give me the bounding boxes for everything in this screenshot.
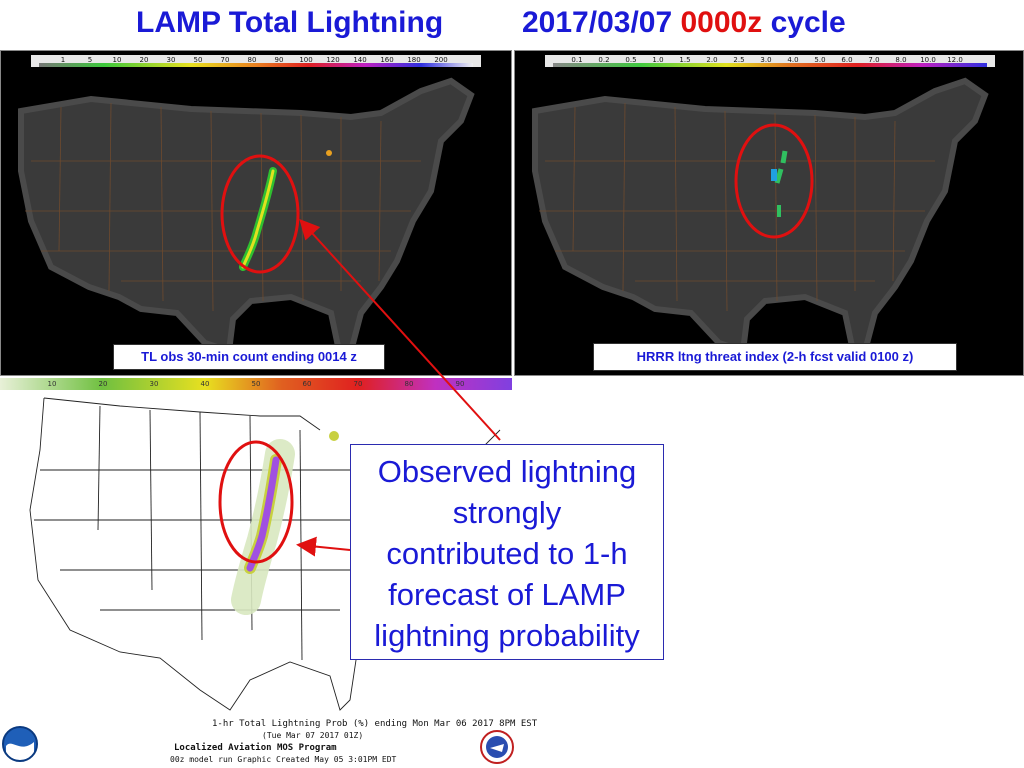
scale-label: 20 [140,56,149,64]
scale-label: 50 [194,56,203,64]
scale-label: 90 [456,380,465,388]
hrrr-map: 0.1 0.2 0.5 1.0 1.5 2.0 2.5 3.0 4.0 5.0 6.0 7.0 8.0 1… [532,55,995,356]
scale-label: 140 [353,56,366,64]
hrrr-highlight-ellipse [734,123,814,239]
title-date: 2017/03/07 [522,6,673,39]
scale-label: 2.5 [733,56,744,64]
scale-label: 120 [326,56,339,64]
scale-label: 1 [61,56,65,64]
callout-box: Observed lightning strongly contributed … [350,444,664,660]
hrrr-scale-labels: 0.1 0.2 0.5 1.0 1.5 2.0 2.5 3.0 4.0 5.0 6.0 7.0 8.0 1… [571,56,962,64]
scale-label: 1.5 [679,56,690,64]
scale-label: 8.0 [895,56,906,64]
scale-label: 0.2 [598,56,609,64]
callout-line: lightning probability [374,618,640,653]
caption-tl-obs: TL obs 30-min count ending 0014 z [113,344,385,370]
title-product: LAMP Total Lightning [136,6,444,39]
footer-line: 1-hr Total Lightning Prob (%) ending Mon… [212,719,538,729]
callout-line: contributed to 1-h [386,536,628,571]
scale-label: 180 [407,56,420,64]
scale-label: 5 [88,56,92,64]
noaa-logo-icon [2,726,38,762]
scale-label: 200 [434,56,447,64]
lamp-scale-bar: 10 20 30 40 50 60 70 80 90 [0,378,512,390]
scale-label: 3.0 [760,56,771,64]
scale-label: 0.1 [571,56,582,64]
scale-label: 7.0 [868,56,879,64]
scale-label: 30 [167,56,176,64]
scale-label: 2.0 [706,56,717,64]
scale-label: 80 [248,56,257,64]
scale-label: 70 [221,56,230,64]
scale-label: 100 [299,56,312,64]
arrow-to-obs [299,219,501,441]
scale-label: 0.5 [625,56,636,64]
arrow-to-lamp [296,536,351,557]
callout-line: forecast of LAMP [388,577,626,612]
scale-label: 1.0 [652,56,663,64]
slide-title: LAMP Total Lightning 2017/03/07 0000z cy… [0,6,1024,46]
map-footer: 1-hr Total Lightning Prob (%) ending Mon… [170,718,538,766]
title-cycle-word: cycle [770,6,846,39]
lamp-highlight-ellipse [218,440,294,564]
scale-label: 60 [303,380,312,388]
scale-label: 90 [275,56,284,64]
scale-label: 40 [201,380,210,388]
scale-label: 10 [113,56,122,64]
footer-line: 00z model run Graphic Created May 05 3:0… [170,755,397,764]
caption-hrrr: HRRR ltng threat index (2-h fcst valid 0… [593,343,957,371]
footer-line: Localized Aviation MOS Program [174,743,337,753]
callout-line: Observed lightning [377,454,637,489]
scale-label: 50 [252,380,261,388]
scale-label: 30 [150,380,159,388]
scale-label: 160 [380,56,393,64]
scale-label: 6.0 [841,56,852,64]
scale-label: 10.0 [920,56,936,64]
tl-scale-labels: 1 5 10 20 30 50 70 80 90 100 120 140 160 180 200 [61,56,448,64]
scale-label: 12.0 [947,56,963,64]
panel-hrrr: 0.1 0.2 0.5 1.0 1.5 2.0 2.5 3.0 4.0 5.0 6.0 7.0 8.0 1… [514,50,1024,376]
tl-highlight-ellipse [220,154,300,274]
scale-label: 10 [48,380,57,388]
scale-label: 4.0 [787,56,798,64]
scale-label: 5.0 [814,56,825,64]
scale-label: 80 [405,380,414,388]
scale-label: 20 [99,380,108,388]
scale-label: 70 [354,380,363,388]
title-cycle: 2017/03/07 0000z cycle [522,6,846,40]
callout-line: strongly [452,495,562,530]
title-cycle-time: 0000z [680,6,763,39]
footer-line: (Tue Mar 07 2017 01Z) [262,731,364,740]
nws-logo-icon [480,730,514,764]
